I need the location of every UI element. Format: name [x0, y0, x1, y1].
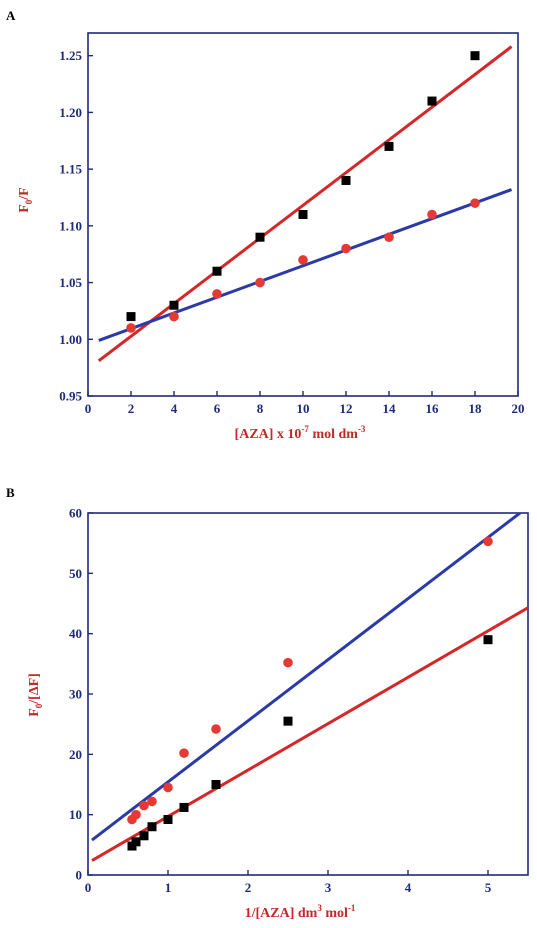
data-point-circle — [169, 311, 179, 322]
x-tick-label: 2 — [245, 880, 252, 895]
x-tick-label: 0 — [85, 880, 92, 895]
x-tick-label: 14 — [383, 401, 397, 416]
data-point-circle — [298, 255, 308, 265]
data-point-square — [211, 780, 221, 789]
x-tick-label: 20 — [512, 401, 525, 416]
x-tick-label: 12 — [340, 401, 353, 416]
data-point-square — [163, 814, 173, 824]
data-point-square — [427, 96, 437, 106]
y-tick-label: 1.10 — [59, 218, 82, 233]
data-point-circle — [384, 232, 394, 242]
plot-frame — [87, 512, 529, 876]
y-tick-label: 1.00 — [59, 332, 82, 347]
x-axis-title-b: 1/[AZA] dm3 mol-1 — [245, 903, 356, 921]
data-point-square — [255, 232, 265, 242]
data-point-square — [139, 831, 149, 841]
x-tick-label: 10 — [297, 401, 310, 416]
data-point-circle — [126, 323, 136, 333]
x-tick-label: 0 — [85, 401, 92, 416]
y-tick-label: 20 — [69, 747, 82, 762]
fit-line-series-1 — [97, 45, 513, 363]
x-tick-label: 6 — [214, 401, 221, 416]
y-tick-label: 1.05 — [59, 275, 82, 290]
x-tick-label: 3 — [325, 880, 332, 895]
y-tick-label: 30 — [69, 687, 82, 702]
y-tick-label: 0.95 — [59, 389, 82, 404]
data-point-square — [283, 716, 293, 726]
y-axis-title-a: F0/F — [17, 187, 34, 213]
data-point-square — [483, 635, 493, 645]
y-tick-label: 40 — [69, 626, 82, 641]
data-point-square — [147, 822, 157, 832]
data-point-circle — [483, 536, 493, 547]
panel-letter-b: B — [6, 485, 15, 500]
plot-area-a: 0 2 4 6 8 10 12 14 16 18 20 0.95 1.00 1.05 1.10 1.15 1.2… — [59, 32, 525, 416]
x-tick-label: 8 — [257, 401, 264, 416]
data-point-square — [341, 175, 351, 185]
y-tick-label: 1.15 — [59, 162, 82, 177]
data-point-square — [169, 300, 179, 310]
data-point-square — [470, 51, 480, 61]
y-tick-label: 1.20 — [59, 105, 82, 120]
y-tick-label: 10 — [69, 807, 82, 822]
x-tick-label: 16 — [426, 401, 440, 416]
data-point-circle — [212, 289, 222, 299]
data-point-square — [212, 266, 222, 276]
fit-line-series-1 — [91, 513, 521, 842]
fit-line-series-2 — [91, 606, 528, 862]
data-point-square — [179, 802, 189, 812]
data-point-circle — [341, 243, 351, 254]
data-point-circle — [131, 809, 141, 820]
data-point-circle — [139, 800, 149, 811]
y-tick-label: 0 — [76, 868, 83, 883]
x-tick-label: 4 — [171, 401, 178, 416]
data-point-circle — [179, 748, 189, 758]
data-point-circle — [163, 782, 173, 793]
data-point-circle — [427, 209, 437, 220]
y-tick-label: 50 — [69, 566, 82, 581]
data-point-square — [126, 312, 136, 322]
x-tick-label: 4 — [405, 880, 412, 895]
y-tick-label: 1.25 — [59, 48, 82, 63]
data-point-circle — [147, 796, 157, 807]
x-tick-label: 1 — [165, 880, 172, 895]
x-axis-title-a: [AZA] x 10-7 mol dm-3 — [235, 424, 366, 442]
x-tick-label: 2 — [128, 401, 135, 416]
data-point-circle — [211, 724, 221, 734]
fit-line-series-2 — [98, 188, 513, 342]
data-point-circle — [255, 277, 265, 288]
y-tick-label: 60 — [69, 506, 82, 521]
chart-panel-a: A 0 2 4 6 8 10 12 14 16 18 20 0.95 1.00 1.05 1.10 1.15 1… — [6, 8, 525, 442]
data-point-square — [384, 141, 394, 151]
x-tick-label: 18 — [469, 401, 483, 416]
data-point-circle — [283, 657, 293, 668]
data-point-square — [131, 837, 141, 847]
y-axis-title-b: F0/[ΔF] — [27, 673, 44, 717]
x-tick-label: 5 — [485, 880, 492, 895]
data-point-circle — [470, 198, 480, 208]
panel-letter-a: A — [6, 8, 16, 23]
data-point-square — [298, 210, 308, 219]
